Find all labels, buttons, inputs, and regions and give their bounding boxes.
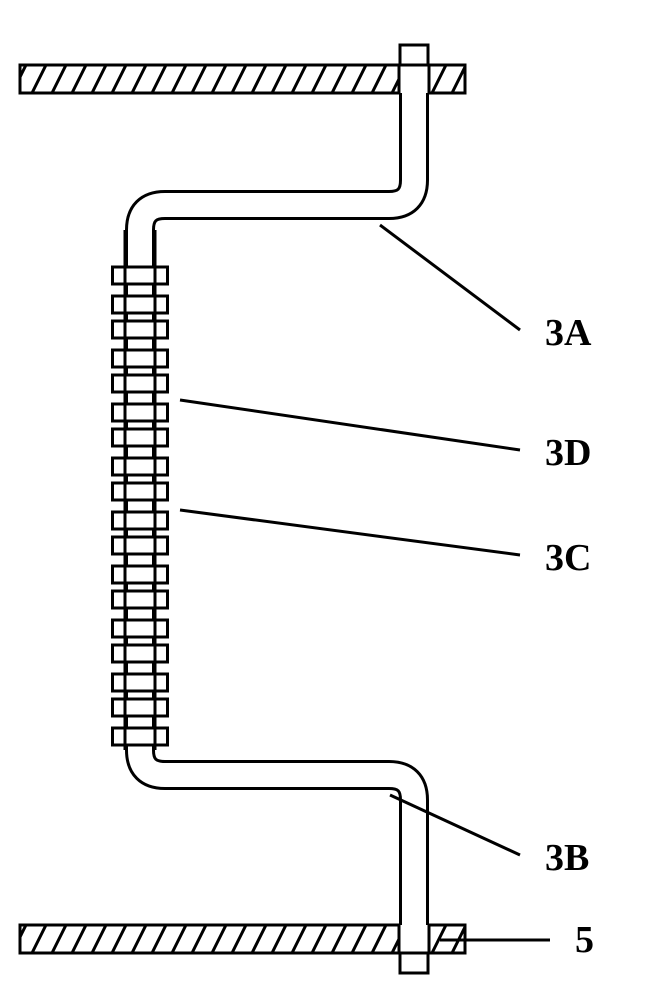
ring <box>113 458 168 475</box>
ring <box>113 296 168 313</box>
ring <box>113 267 168 284</box>
leader-line-3A <box>380 225 520 330</box>
label-3A: 3A <box>545 312 592 354</box>
ring <box>113 321 168 338</box>
ring <box>113 728 168 745</box>
ring <box>113 512 168 529</box>
leader-line-3C <box>180 510 520 555</box>
ring <box>113 429 168 446</box>
stub-top-over <box>400 45 428 65</box>
ring <box>113 591 168 608</box>
leader-line-3D <box>180 400 520 450</box>
ring <box>113 645 168 662</box>
label-3C: 3C <box>545 537 591 579</box>
ring <box>113 699 168 716</box>
ring <box>113 483 168 500</box>
label-3B: 3B <box>545 837 589 879</box>
ring <box>113 404 168 421</box>
label-5: 5 <box>575 919 594 961</box>
ring <box>113 375 168 392</box>
ring <box>113 537 168 554</box>
ring <box>113 674 168 691</box>
label-3D: 3D <box>545 432 591 474</box>
stub-bottom-over <box>400 953 428 973</box>
leaders: 3A 3D 3C 3B 5 <box>180 225 594 961</box>
ring <box>113 620 168 637</box>
ring <box>113 566 168 583</box>
ring <box>113 350 168 367</box>
